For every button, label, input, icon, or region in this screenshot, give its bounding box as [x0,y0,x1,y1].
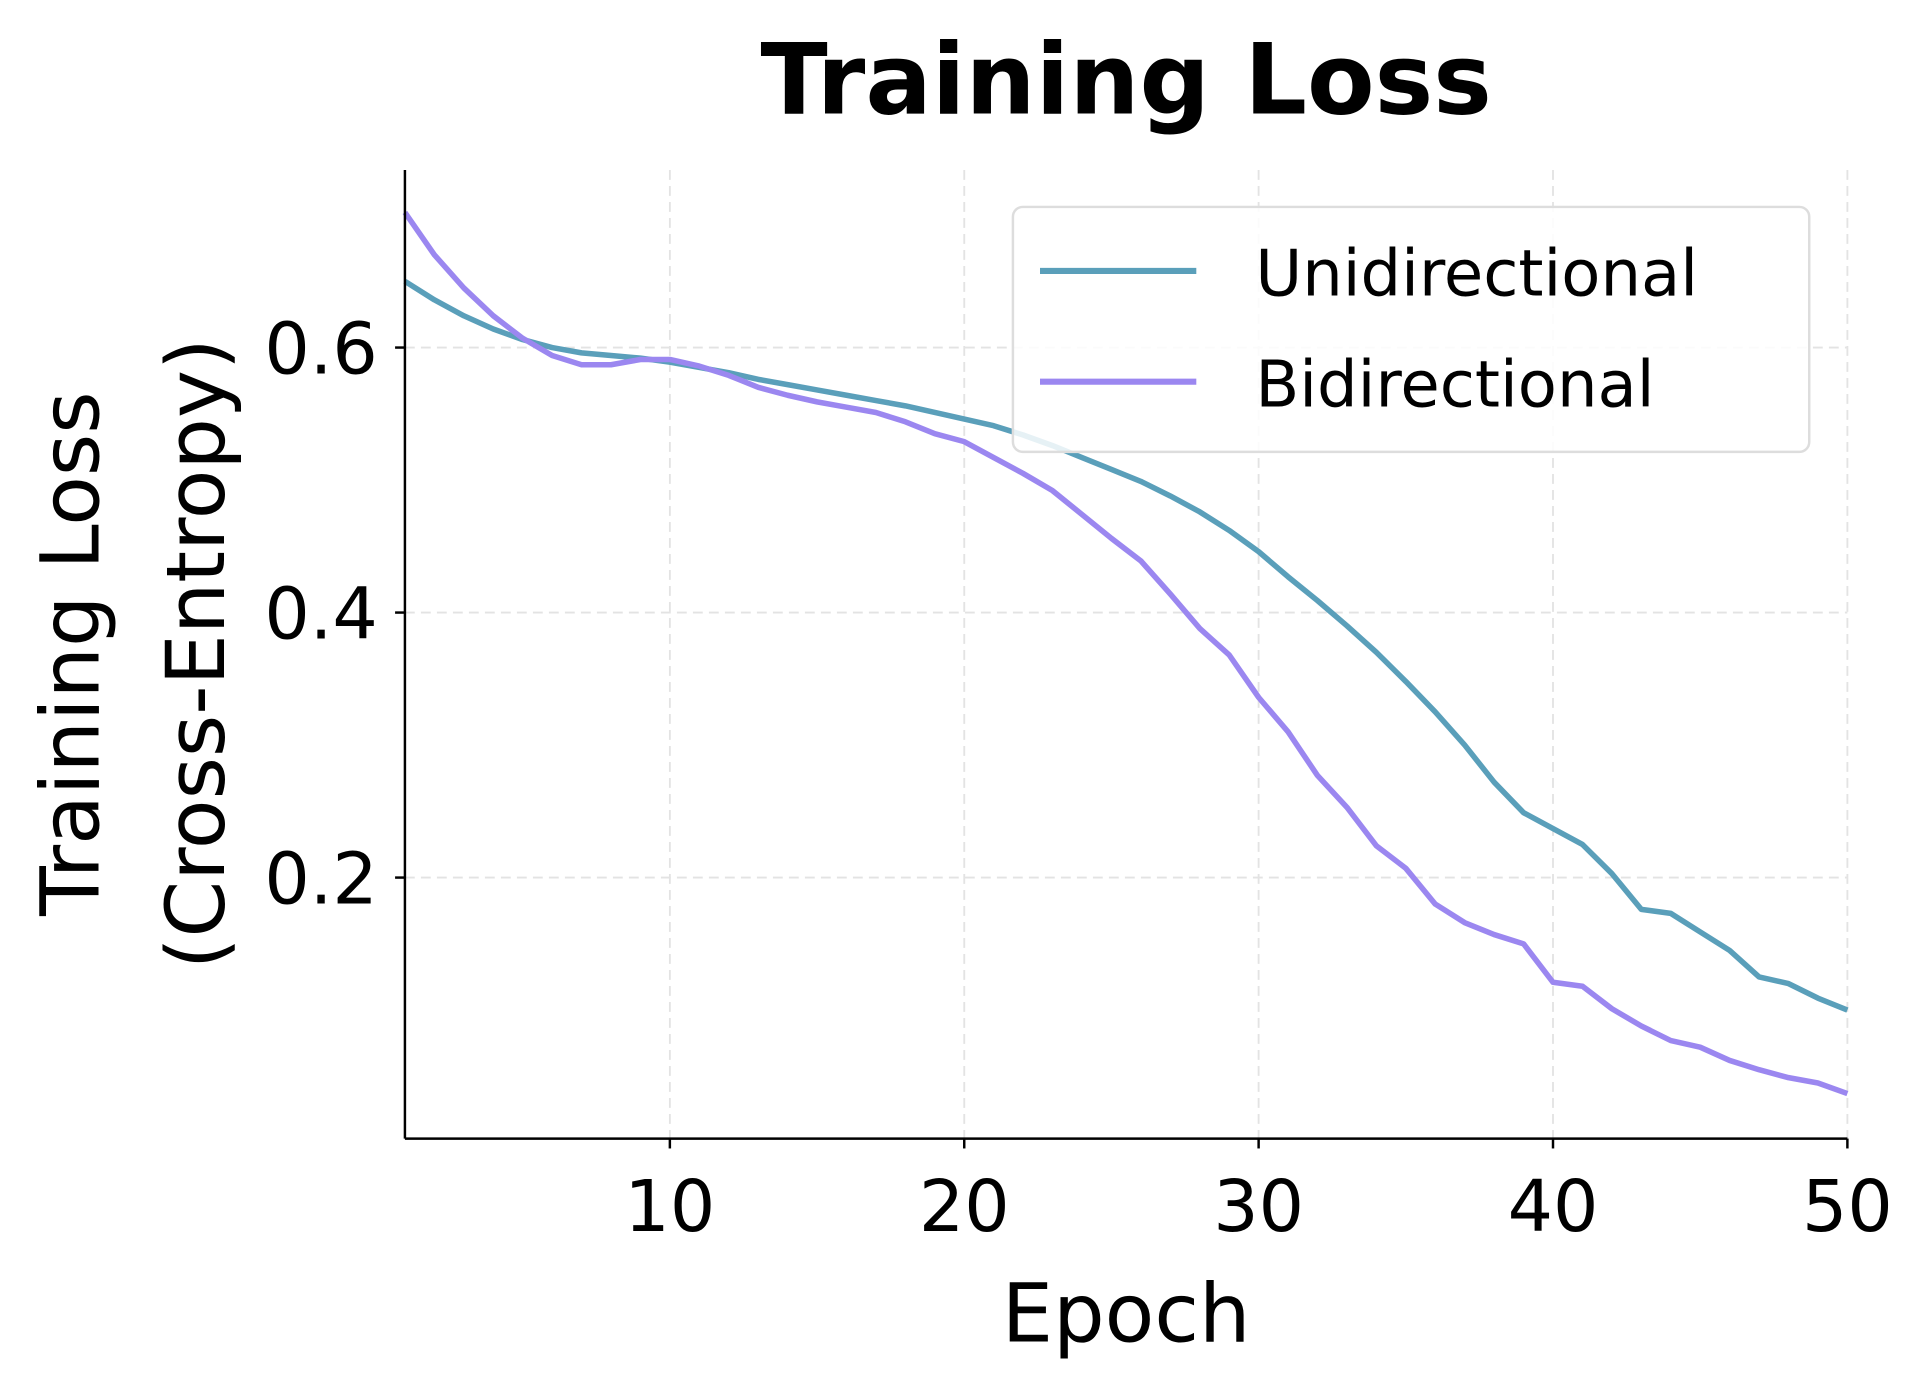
y-ticks: 0.2 0.4 0.6 [264,307,405,920]
x-tick-label: 40 [1508,1165,1599,1248]
x-axis-label: Epoch [1002,1268,1251,1362]
y-axis-label: Training Loss (Cross-Entropy) [24,338,244,969]
legend-label-unidirectional: Unidirectional [1255,238,1698,312]
legend: Unidirectional Bidirectional [1011,205,1811,454]
y-tick-label: 0.6 [264,307,378,390]
x-tick-label: 50 [1802,1165,1893,1248]
x-tick-label: 10 [624,1165,715,1248]
y-tick-label: 0.2 [264,837,378,920]
y-axis-label-line-2: (Cross-Entropy) [150,338,244,969]
x-ticks: 10 20 30 40 50 [624,1138,1893,1248]
series-line-bidirectional [402,210,1849,1097]
y-axis-label-line-1: Training Loss [24,391,118,916]
chart-title: Training Loss [760,23,1491,137]
x-tick-label: 30 [1213,1165,1304,1248]
x-tick-label: 20 [919,1165,1010,1248]
y-tick-label: 0.4 [264,572,378,655]
series-lines [402,210,1849,1097]
legend-box [1011,205,1811,454]
legend-label-bidirectional: Bidirectional [1255,348,1654,422]
